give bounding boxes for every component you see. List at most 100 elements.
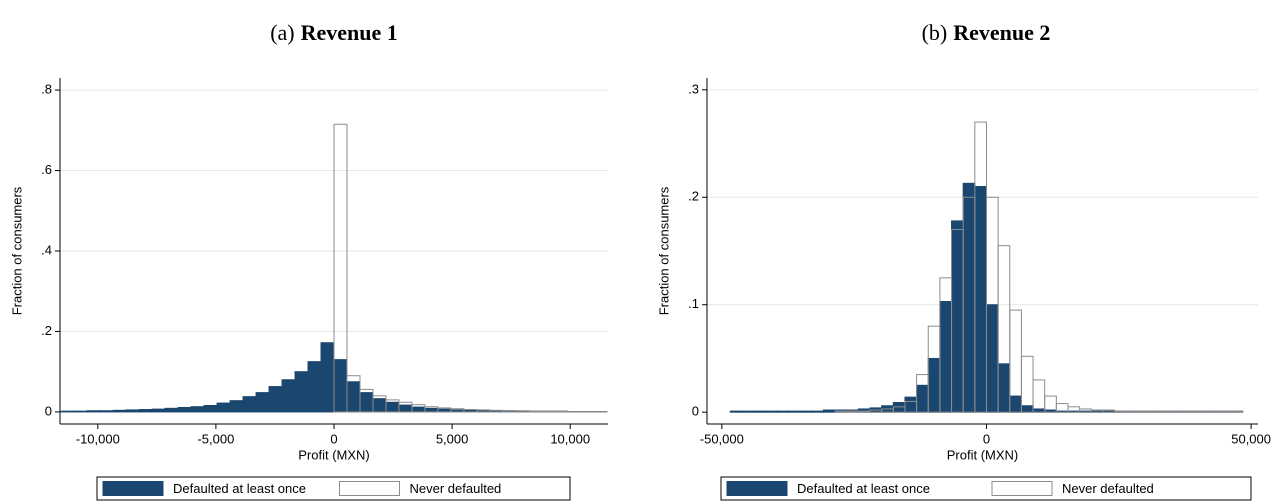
bar (904, 396, 918, 413)
bar (190, 406, 205, 413)
panel-title-text: Revenue 1 (301, 20, 398, 45)
legend-swatch (726, 481, 788, 496)
bar (974, 186, 987, 413)
bar (962, 182, 976, 413)
bar (294, 371, 309, 413)
legend: Defaulted at least once Never defaulted (96, 476, 571, 501)
y-tick-label: .6 (41, 162, 52, 177)
bar (151, 408, 166, 413)
x-axis-label: Profit (MXN) (947, 447, 1019, 462)
legend-swatch (991, 481, 1053, 496)
bar (1020, 355, 1034, 413)
bar (73, 410, 88, 413)
bar (333, 123, 348, 413)
bar (788, 410, 801, 413)
y-axis-label: Fraction of consumers (656, 186, 671, 315)
legend-swatch (102, 481, 164, 496)
legend: Defaulted at least once Never defaulted (720, 476, 1252, 501)
legend-frame (96, 476, 571, 501)
bar (424, 407, 439, 413)
bar (398, 404, 413, 413)
bar (776, 410, 790, 413)
bar (1020, 405, 1034, 413)
legend-label: Defaulted at least once (173, 481, 306, 496)
bar (1079, 408, 1092, 413)
y-tick-label: .8 (41, 82, 52, 97)
panel-label: (b) (922, 20, 948, 45)
legend-swatch (339, 481, 400, 496)
x-axis-label: Profit (MXN) (298, 447, 370, 462)
panel-title: (b) Revenue 2 (922, 20, 1051, 45)
bar (138, 409, 153, 413)
panel-title: (a) Revenue 1 (270, 20, 398, 45)
bar (203, 404, 218, 413)
x-tick-label: 50,000 (1231, 431, 1271, 446)
bar (112, 409, 127, 413)
bar (985, 304, 999, 413)
x-tick-label: 10,000 (550, 431, 590, 446)
panel: (a) Revenue 1 0 .2 .4 .6 .8 -10,000 -5,000 0 5,000… (9, 20, 608, 501)
bar (927, 357, 941, 413)
y-tick-label: .2 (688, 189, 699, 204)
bar (1009, 395, 1022, 413)
bar (916, 384, 929, 413)
bar (333, 359, 348, 413)
bar (281, 379, 296, 413)
bar (753, 410, 766, 413)
bar (822, 409, 836, 413)
bar (411, 406, 426, 413)
bar (242, 396, 257, 413)
bar (125, 409, 140, 413)
x-tick-label: 0 (330, 431, 337, 446)
y-tick-label: 0 (45, 403, 52, 418)
x-tick-label: 0 (983, 431, 990, 446)
panel: (b) Revenue 20.1.2.3-50,000 0 50,000Profit … (656, 20, 1271, 501)
bar (554, 410, 569, 413)
y-tick-label: .3 (688, 81, 699, 96)
bar (307, 361, 322, 413)
bar (528, 410, 543, 413)
bar (359, 392, 374, 413)
panel-title-text: Revenue 2 (953, 20, 1050, 45)
legend-frame (720, 476, 1252, 501)
bar (346, 381, 361, 413)
bar (99, 410, 114, 413)
bar (385, 401, 400, 413)
legend-label: Never defaulted (410, 481, 502, 496)
bar (1032, 379, 1046, 413)
bar (268, 386, 283, 413)
y-tick-label: .1 (688, 296, 699, 311)
bar (951, 220, 964, 413)
bar (1230, 410, 1244, 413)
y-tick-label: .4 (41, 242, 52, 257)
bar (255, 392, 270, 413)
bar (997, 363, 1011, 413)
panel-label: (a) (270, 20, 294, 45)
x-tick-label: -50,000 (700, 431, 744, 446)
bar (541, 410, 556, 413)
legend-label: Defaulted at least once (797, 481, 930, 496)
legend-label: Never defaulted (1062, 481, 1154, 496)
y-tick-label: 0 (692, 404, 699, 419)
bar (892, 402, 906, 413)
bar (811, 410, 824, 413)
x-tick-label: -5,000 (197, 431, 234, 446)
bar (320, 342, 335, 413)
y-tick-label: .2 (41, 323, 52, 338)
bar (177, 407, 192, 413)
bar (86, 410, 101, 413)
bar (372, 398, 387, 413)
bar (764, 410, 778, 413)
bar (799, 410, 813, 413)
bar (60, 410, 75, 413)
x-tick-label: 5,000 (436, 431, 469, 446)
bar (729, 410, 743, 413)
bar (216, 402, 231, 413)
y-axis-label: Fraction of consumers (9, 186, 24, 315)
bar (741, 410, 755, 413)
bar (939, 301, 953, 413)
x-tick-label: -10,000 (76, 431, 120, 446)
bar (229, 400, 244, 413)
bar (164, 407, 179, 413)
